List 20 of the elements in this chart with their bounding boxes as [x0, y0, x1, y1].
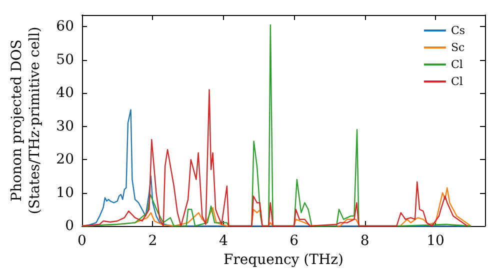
y-tick-label: 10	[56, 184, 74, 201]
y-tick-label: 50	[56, 52, 74, 68]
y-tick-label: 20	[56, 152, 74, 168]
x-tick-label: 10	[426, 233, 444, 249]
legend-label: Sc	[450, 41, 465, 54]
x-tick-label: 6	[290, 233, 299, 249]
x-tick-label: 4	[218, 233, 228, 249]
y-axis-title: Phonon projected DOS (States/THz·primitive cell)	[9, 26, 43, 214]
y-tick-label: 0	[65, 218, 74, 234]
y-tick-label: 40	[56, 85, 74, 102]
y-tick-label: 60	[56, 18, 74, 35]
x-tick-label: 2	[148, 233, 158, 249]
legend-label: Cl	[450, 75, 464, 88]
y-tick-label: 30	[56, 118, 74, 134]
legend-label: Cs	[450, 24, 466, 37]
x-axis-title: Frequency (THz)	[223, 252, 344, 268]
line-series	[81, 89, 468, 227]
x-tick-label: 0	[78, 233, 86, 249]
legend-label: Cl	[450, 58, 464, 71]
x-tick-label: 8	[360, 233, 370, 249]
